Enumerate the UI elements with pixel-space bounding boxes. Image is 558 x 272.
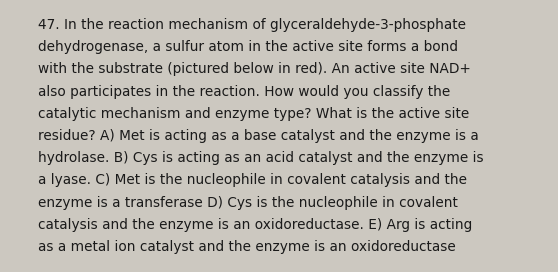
Text: a lyase. C) Met is the nucleophile in covalent catalysis and the: a lyase. C) Met is the nucleophile in co… [38, 174, 467, 187]
Text: 47. In the reaction mechanism of glyceraldehyde-3-phosphate: 47. In the reaction mechanism of glycera… [38, 18, 466, 32]
Text: dehydrogenase, a sulfur atom in the active site forms a bond: dehydrogenase, a sulfur atom in the acti… [38, 40, 458, 54]
Text: enzyme is a transferase D) Cys is the nucleophile in covalent: enzyme is a transferase D) Cys is the nu… [38, 196, 458, 210]
Text: catalytic mechanism and enzyme type? What is the active site: catalytic mechanism and enzyme type? Wha… [38, 107, 469, 121]
Text: residue? A) Met is acting as a base catalyst and the enzyme is a: residue? A) Met is acting as a base cata… [38, 129, 479, 143]
Text: hydrolase. B) Cys is acting as an acid catalyst and the enzyme is: hydrolase. B) Cys is acting as an acid c… [38, 151, 484, 165]
Text: also participates in the reaction. How would you classify the: also participates in the reaction. How w… [38, 85, 450, 99]
Text: as a metal ion catalyst and the enzyme is an oxidoreductase: as a metal ion catalyst and the enzyme i… [38, 240, 456, 254]
Text: catalysis and the enzyme is an oxidoreductase. E) Arg is acting: catalysis and the enzyme is an oxidoredu… [38, 218, 472, 232]
Text: with the substrate (pictured below in red). An active site NAD+: with the substrate (pictured below in re… [38, 62, 471, 76]
